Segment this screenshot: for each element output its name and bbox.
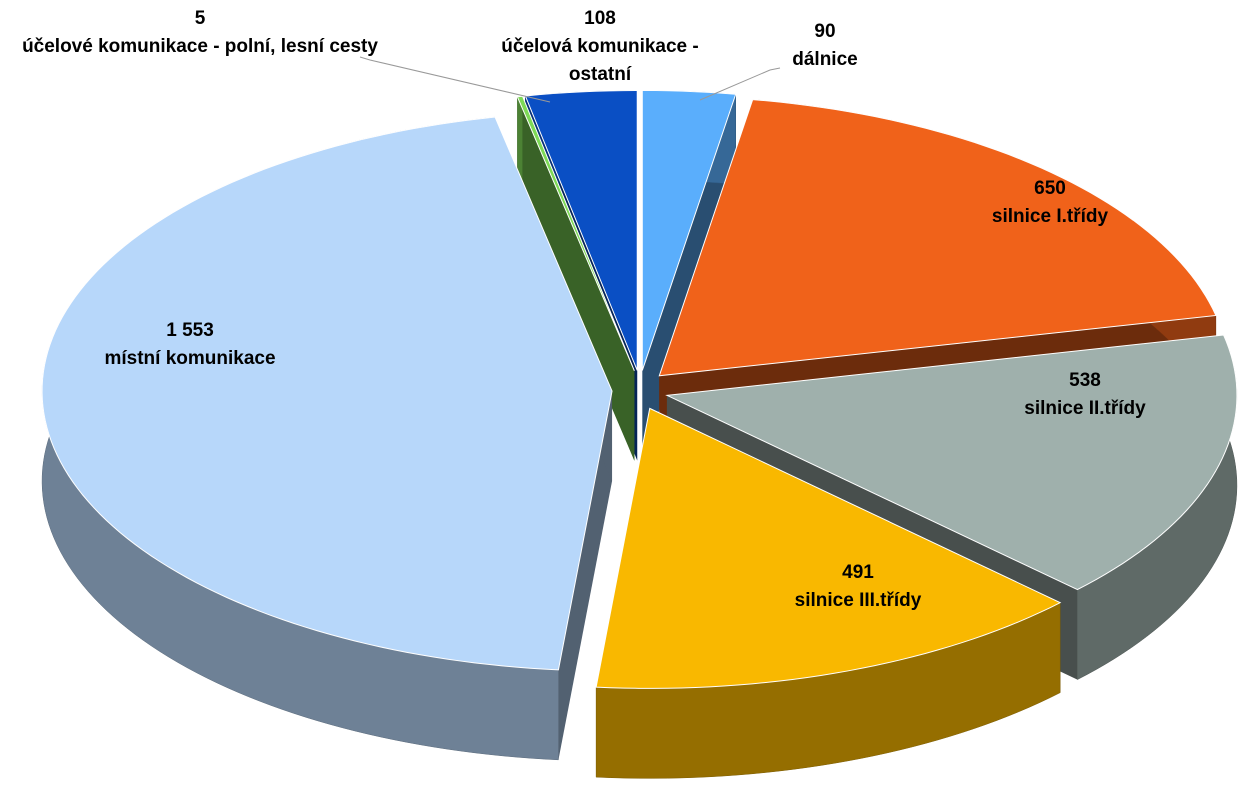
category-label: silnice III.třídy: [794, 590, 922, 611]
value-label: 5: [194, 8, 206, 29]
value-label: 90: [814, 21, 836, 42]
value-label: 108: [584, 8, 616, 29]
category-label: silnice I.třídy: [991, 206, 1109, 227]
data-label: 108 účelová komunikace - ostatní: [483, 5, 718, 89]
value-label: 491: [842, 562, 874, 583]
slice: [41, 116, 613, 671]
category-label: silnice II.třídy: [1024, 398, 1146, 419]
leader-line: [359, 56, 551, 103]
slice: [516, 95, 635, 371]
value-label: 538: [1069, 370, 1101, 391]
slice: [658, 99, 1217, 377]
category-label: místní komunikace: [104, 348, 276, 369]
data-label: 538 silnice II.třídy: [965, 367, 1205, 423]
data-label: 1 553 místní komunikace: [40, 317, 340, 373]
slice: [665, 334, 1238, 591]
slice-side: [522, 96, 635, 461]
slice: [641, 89, 737, 371]
data-label: 650 silnice I.třídy: [930, 175, 1170, 231]
leader-line: [699, 67, 781, 101]
data-label: 5 účelové komunikace - polní, lesní cesty: [15, 5, 385, 61]
slice-side: [558, 391, 613, 760]
value-label: 1 553: [166, 320, 214, 341]
value-label: 650: [1034, 178, 1066, 199]
data-label: 90 dálnice: [725, 18, 925, 74]
slice: [595, 407, 1062, 689]
slice: [524, 89, 638, 371]
data-label: 491 silnice III.třídy: [738, 559, 978, 615]
category-label: dálnice: [792, 49, 858, 70]
category-label: účelové komunikace - polní, lesní cesty: [22, 36, 378, 57]
category-label: účelová komunikace - ostatní: [501, 36, 699, 85]
